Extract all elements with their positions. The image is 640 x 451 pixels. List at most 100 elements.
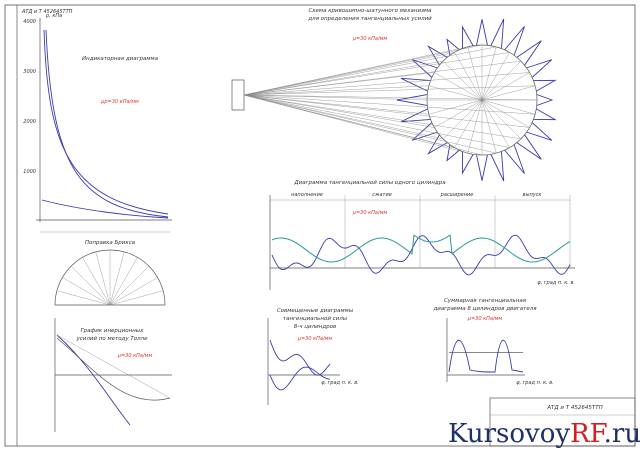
tooth: [490, 18, 505, 49]
fan-line: [243, 85, 429, 96]
fan-line: [243, 94, 536, 115]
fan-line: [243, 94, 538, 101]
radius: [442, 60, 483, 101]
title: тангенциальной силы: [283, 316, 348, 322]
ray: [109, 251, 125, 306]
radius: [428, 99, 483, 115]
y-label: p, кПа: [45, 13, 62, 19]
fan-line: [243, 94, 497, 154]
fan-line: [243, 72, 530, 96]
tooth: [526, 122, 553, 141]
phase: наполнение: [291, 192, 323, 198]
semicircle: [54, 249, 166, 306]
fan-line: [243, 52, 455, 96]
fan-line: [243, 46, 497, 96]
scale: μ=30 кПа/мм: [297, 336, 333, 342]
tangential-chart: Диаграмма тангенциальной силы одного цил…: [269, 180, 575, 290]
ray: [62, 277, 111, 306]
radius: [442, 99, 483, 140]
ray: [82, 257, 111, 306]
fan-line: [243, 94, 435, 128]
tick: 2000: [23, 119, 36, 125]
tick: 4000: [23, 19, 36, 25]
radius: [481, 99, 536, 115]
inertia-chart: График инерционных усилий по методу Толл…: [54, 318, 172, 432]
fan-line: [243, 60, 444, 96]
radius: [481, 72, 530, 101]
brand: Kursovoy: [448, 419, 570, 449]
fan-line: [243, 44, 483, 96]
curve: [271, 234, 571, 276]
phase: выпуск: [523, 192, 542, 198]
tooth: [476, 154, 488, 181]
ray: [109, 277, 158, 306]
tooth: [446, 144, 460, 162]
title: Совмещенные диаграммы: [277, 308, 354, 314]
title-block: АТД и Т 452645ТТП: [489, 397, 636, 447]
tooth: [411, 122, 438, 141]
scale: μ=30 кПа/мм: [467, 316, 503, 322]
mechanism-scheme: Схема кривошипно-шатунного механизма для…: [231, 8, 557, 182]
curve: [41, 199, 169, 219]
brand-domain: .ru: [604, 419, 640, 449]
tooth: [446, 38, 460, 56]
fan-line: [243, 94, 444, 140]
scale: μp=30 кПа/мм: [100, 99, 139, 105]
x-label: φ, град п. к. в.: [321, 380, 359, 386]
tooth: [504, 26, 525, 56]
indicator-diagram: p, кПа 4000 3000 2000 1000 Индикаторная …: [23, 13, 172, 233]
radius: [467, 46, 483, 101]
tooth: [526, 59, 553, 78]
tooth: [461, 151, 474, 175]
fan-line: [243, 94, 428, 101]
watermark: KursovoyRF.ru: [448, 419, 640, 449]
title: Поправка Брикса: [85, 240, 136, 246]
title: диаграмма 8 цилиндров двигателя: [432, 306, 537, 312]
mean-line: [449, 352, 523, 353]
brix-correction: Поправка Брикса: [54, 240, 166, 306]
tooth: [533, 108, 557, 121]
radius: [481, 60, 522, 101]
ray: [95, 251, 111, 306]
curve: [448, 339, 524, 373]
title: 8-ч цилиндров: [294, 324, 336, 330]
radius: [434, 99, 483, 128]
fan-line: [243, 94, 468, 154]
tooth: [516, 40, 542, 66]
tooth: [533, 79, 557, 92]
x-label: φ, град п. к. в.: [516, 380, 554, 386]
tooth: [516, 134, 542, 160]
fan-line: [243, 52, 510, 96]
fan-line: [243, 94, 510, 148]
title: усилий по методу Толле: [75, 336, 148, 342]
title: Индикаторная диаграмма: [82, 56, 159, 62]
title: График инерционных: [81, 328, 145, 334]
total-chart: Суммарная тангенциальная диаграмма 8 цил…: [432, 298, 553, 386]
radius: [428, 85, 483, 101]
tooth: [396, 94, 428, 106]
block: [489, 397, 636, 447]
tooth: [504, 144, 525, 174]
stamp: АТД и Т 452645ТТП: [546, 405, 602, 411]
radius: [454, 99, 483, 148]
scale: μ=30 кПа/мм: [352, 36, 388, 42]
radius: [481, 99, 497, 154]
brand-accent: RF: [570, 419, 607, 449]
tooth: [476, 19, 488, 46]
fan-line: [243, 60, 521, 96]
radius: [481, 85, 536, 101]
curve: [56, 334, 131, 426]
x-label: φ, град п. к. в.: [537, 280, 575, 286]
ray: [70, 265, 111, 306]
curve: [43, 29, 169, 215]
ray: [109, 290, 164, 306]
title: для определения тангенциальных усилий: [307, 16, 432, 22]
curve: [271, 234, 571, 263]
fan-line: [243, 94, 455, 148]
curve: [56, 337, 171, 401]
tooth: [490, 151, 505, 182]
ray: [109, 257, 138, 306]
tooth: [536, 94, 554, 106]
radius: [481, 52, 510, 101]
